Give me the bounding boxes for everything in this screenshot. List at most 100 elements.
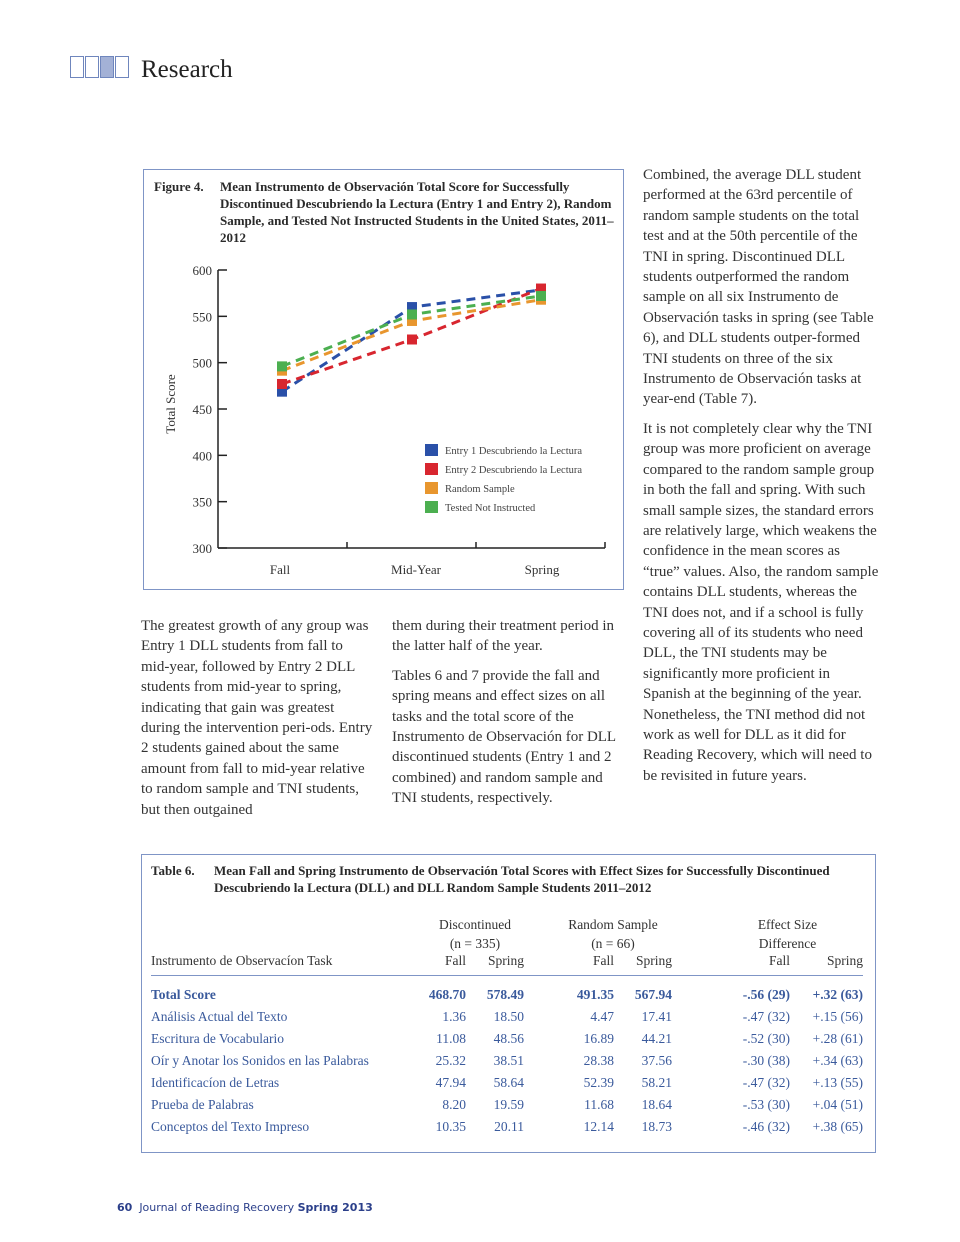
data-point [407,302,417,313]
section-title: Research [141,56,233,83]
paragraph: The greatest growth of any group was Ent… [141,618,373,818]
table-row: Escritura de Vocabulario 11.08 48.56 16.89 4… [151,1028,863,1050]
data-point [277,386,287,397]
cell-value: 20.11 [494,1119,524,1134]
cell-value: -.46 (32) [742,1119,790,1134]
data-point [277,378,287,389]
y-tick-label: 550 [193,309,213,324]
x-tick-label: Fall [270,562,291,577]
paragraph: Combined, the average DLL student perfor… [643,167,874,408]
paragraph: Tables 6 and 7 provide the fall and spri… [392,667,616,807]
y-tick-label: 400 [193,448,213,463]
figure-caption: Figure 4. Mean Instrumento de Observació… [154,178,614,246]
text-column-3: Combined, the average DLL student perfor… [643,165,879,795]
task-name: Escritura de Vocabulario [151,1031,284,1046]
column-header-fall: Fall [524,953,614,976]
column-header-spring: Spring [466,953,524,976]
cell-value: +.15 (56) [812,1009,863,1024]
cell-value: 567.94 [634,987,672,1002]
page-footer: 60 Journal of Reading Recovery Spring 20… [117,1201,373,1214]
cell-value: 47.94 [435,1075,466,1090]
cell-value: 52.39 [583,1075,614,1090]
cell-value: -.53 (30) [742,1097,790,1112]
cell-value: 11.08 [436,1031,466,1046]
cell-value: 18.50 [493,1009,524,1024]
y-tick-label: 600 [193,263,213,278]
data-point [277,361,287,372]
table-6: Table 6. Mean Fall and Spring Instrument… [141,854,876,1153]
y-tick-label: 500 [193,356,213,371]
cell-value: 19.59 [493,1097,524,1112]
text-column-1: The greatest growth of any group was Ent… [141,616,373,829]
data-point [407,334,417,345]
group-n: (n = 335) [449,935,501,951]
legend-label: Entry 1 Descubriendo la Lectura [445,446,582,457]
task-header: Instrumento de Observacíon Task [151,953,406,976]
cell-value: 44.21 [641,1031,672,1046]
cell-value: 10.35 [435,1119,466,1134]
table-row: Identificacíon de Letras 47.94 58.64 52.39 5… [151,1072,863,1094]
task-name: Prueba de Palabras [151,1097,254,1112]
cell-value: +.38 (65) [812,1119,863,1134]
group-n: Difference [758,935,817,951]
task-name: Conceptos del Texto Impreso [151,1119,310,1134]
cell-value: -.47 (32) [742,1075,790,1090]
cell-value: 12.14 [583,1119,614,1134]
data-point [536,290,546,301]
group-n-row: (n = 335) (n = 66) Difference [151,934,863,953]
figure-4: Figure 4. Mean Instrumento de Observació… [143,169,624,590]
cell-value: 1.36 [442,1009,466,1024]
cell-value: 11.68 [584,1097,614,1112]
cell-value: -.56 (29) [742,987,790,1002]
table-row: Oír y Anotar los Sonidos en las Palabras… [151,1050,863,1072]
cell-value: 18.64 [641,1097,672,1112]
data-table: Discontinued Random Sample Effect Size (… [151,915,863,1138]
page-number: 60 [117,1201,133,1214]
legend-swatch [425,463,438,475]
task-name: Total Score [151,987,216,1002]
task-name: Análisis Actual del Texto [151,1009,288,1024]
cell-value: -.52 (30) [742,1031,790,1046]
cell-value: 578.49 [486,987,524,1002]
cell-value: 37.56 [641,1053,672,1068]
section-logo-icon [70,56,130,78]
y-tick-label: 300 [193,541,213,556]
cell-value: 28.38 [583,1053,614,1068]
cell-value: 468.70 [428,987,466,1002]
paragraph: It is not completely clear why the TNI g… [643,420,879,784]
table-row: Análisis Actual del Texto 1.36 18.50 4.47 17… [151,1006,863,1028]
cell-value: 18.73 [641,1119,672,1134]
cell-value: 17.41 [641,1009,672,1024]
group-n: (n = 66) [591,935,635,951]
cell-value: 8.20 [442,1097,466,1112]
group-header: Random Sample [568,916,658,932]
table-caption: Table 6. Mean Fall and Spring Instrument… [151,862,866,896]
legend-label: Entry 2 Descubriendo la Lectura [445,465,582,476]
cell-value: +.04 (51) [812,1097,863,1112]
data-point [407,315,417,326]
cell-value: 16.89 [583,1031,614,1046]
group-header: Effect Size [757,916,818,932]
cell-value: 25.32 [435,1053,466,1068]
figure-label: Figure 4. [154,179,204,194]
data-point [407,309,417,320]
y-axis-label: Total Score [163,374,178,434]
column-header-fall: Fall [406,953,466,976]
cell-value: 38.51 [493,1053,524,1068]
table-title: Mean Fall and Spring Instrumento de Obse… [214,863,830,895]
cell-value: 4.47 [590,1009,614,1024]
issue: Spring 2013 [297,1201,373,1214]
legend-label: Random Sample [445,484,515,495]
group-header-row: Discontinued Random Sample Effect Size [151,915,863,934]
cell-value: 58.21 [641,1075,672,1090]
cell-value: 48.56 [493,1031,524,1046]
figure-title: Mean Instrumento de Observación Total Sc… [220,179,614,245]
legend-swatch [425,482,438,494]
text-column-2: them during their treatment period in th… [392,616,627,818]
cell-value: 58.64 [493,1075,524,1090]
table-label: Table 6. [151,863,195,878]
cell-value: +.13 (55) [812,1075,863,1090]
task-name: Identificacíon de Letras [151,1075,280,1090]
legend-swatch [425,444,438,456]
table-row: Conceptos del Texto Impreso 10.35 20.11 12.… [151,1116,863,1138]
